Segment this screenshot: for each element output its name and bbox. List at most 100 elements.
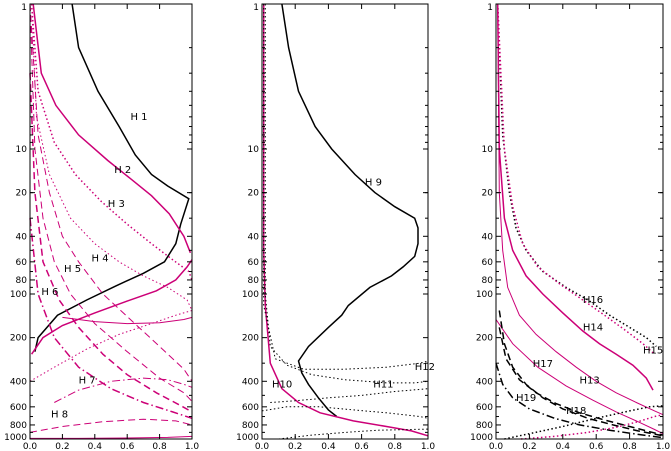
y-tick-label: 1000 xyxy=(470,433,493,443)
y-tick-label: 800 xyxy=(476,421,493,431)
y-tick-label: 80 xyxy=(248,276,260,286)
series-line-unlabeled-8 xyxy=(30,259,193,355)
y-tick-label: 200 xyxy=(476,334,493,344)
curve-label: H 8 xyxy=(51,410,68,421)
series-line-h3 xyxy=(30,3,193,281)
series-line-h6 xyxy=(29,3,193,402)
curve-label: H13 xyxy=(580,376,600,387)
series-line-h19 xyxy=(495,362,664,439)
series-line-unlabeled-4 xyxy=(270,388,429,403)
x-tick-label: 0.6 xyxy=(354,442,369,451)
series-line-h18 xyxy=(504,405,664,440)
y-tick-label: 40 xyxy=(248,232,260,242)
series-line-h9 xyxy=(281,3,419,418)
series-line-unlabeled-1 xyxy=(496,3,656,355)
series-line-h14 xyxy=(496,3,654,391)
curve-label: H 2 xyxy=(114,165,131,176)
x-tick-label: 1.0 xyxy=(656,442,671,451)
y-tick-label: 60 xyxy=(482,258,494,268)
series-line-h11 xyxy=(264,4,429,384)
plot-frame xyxy=(495,3,664,440)
curve-label: H10 xyxy=(272,379,292,390)
y-tick-label: 100 xyxy=(242,290,259,300)
y-tick-label: 800 xyxy=(242,421,259,431)
curve-label: H15 xyxy=(643,345,663,356)
y-tick-label: 80 xyxy=(482,276,494,286)
y-tick-label: 1000 xyxy=(236,433,259,443)
curve-label: H11 xyxy=(373,379,393,390)
x-tick-label: 0.8 xyxy=(152,442,167,451)
plot-frame xyxy=(29,3,193,440)
y-tick-label: 40 xyxy=(16,232,28,242)
curve-label: H 1 xyxy=(130,112,147,123)
curve-label: H19 xyxy=(516,393,536,404)
curve-label: H18 xyxy=(566,406,586,417)
series-line-h5 xyxy=(29,3,193,382)
y-tick-label: 200 xyxy=(242,334,259,344)
curve-label: H 7 xyxy=(79,376,96,387)
y-tick-label: 1 xyxy=(487,3,493,13)
curve-label: H 4 xyxy=(92,254,109,265)
series-line-h13 xyxy=(495,319,664,435)
y-tick-label: 100 xyxy=(10,290,27,300)
y-tick-label: 10 xyxy=(248,145,260,155)
curve-label: H 5 xyxy=(64,264,81,275)
y-tick-label: 10 xyxy=(482,145,494,155)
y-tick-label: 100 xyxy=(476,290,493,300)
x-tick-label: 0.8 xyxy=(622,442,637,451)
series-line-h8 xyxy=(29,218,193,420)
series-line-unlabeled-12 xyxy=(29,418,193,433)
y-tick-label: 800 xyxy=(10,421,27,431)
y-tick-label: 20 xyxy=(248,189,260,199)
y-tick-label: 600 xyxy=(10,403,27,413)
x-tick-label: 0.0 xyxy=(23,442,38,451)
x-tick-label: 0.2 xyxy=(55,442,69,451)
series-line-h4 xyxy=(31,3,193,311)
series-line-h2 xyxy=(32,3,192,254)
y-tick-label: 600 xyxy=(242,403,259,413)
y-tick-label: 1 xyxy=(253,3,259,13)
y-tick-label: 40 xyxy=(482,232,494,242)
x-tick-label: 0.4 xyxy=(556,442,571,451)
y-tick-label: 10 xyxy=(16,145,28,155)
curve-label: H 9 xyxy=(365,177,382,188)
curve-label: H14 xyxy=(583,322,603,333)
series-line-h10 xyxy=(262,4,429,437)
series-line-unlabeled-6 xyxy=(498,327,664,436)
x-tick-label: 0.4 xyxy=(321,442,336,451)
x-tick-label: 1.0 xyxy=(185,442,200,451)
series-line-h7 xyxy=(29,73,193,413)
series-line-unlabeled-10 xyxy=(29,310,193,382)
x-tick-label: 0.0 xyxy=(255,442,270,451)
y-tick-label: 80 xyxy=(16,276,28,286)
y-tick-label: 1 xyxy=(21,3,27,13)
y-tick-label: 60 xyxy=(248,258,260,268)
y-tick-label: 400 xyxy=(476,377,493,387)
series-line-h17 xyxy=(498,310,664,437)
curve-label: H17 xyxy=(533,359,553,370)
series-line-h1 xyxy=(34,3,190,352)
series-line-h12 xyxy=(263,4,429,370)
x-tick-label: 1.0 xyxy=(421,442,436,451)
y-tick-label: 60 xyxy=(16,258,28,268)
series-line-unlabeled-9 xyxy=(62,316,193,325)
series-line-h15 xyxy=(497,3,664,416)
curve-label: H12 xyxy=(415,362,435,373)
y-tick-label: 600 xyxy=(476,403,493,413)
series-line-unlabeled-5 xyxy=(261,406,429,419)
series-line-unlabeled-11 xyxy=(54,377,193,403)
x-tick-label: 0.2 xyxy=(522,442,536,451)
y-tick-label: 200 xyxy=(10,334,27,344)
x-tick-label: 0.2 xyxy=(288,442,302,451)
curve-label: H 3 xyxy=(108,199,125,210)
y-tick-label: 1000 xyxy=(4,433,27,443)
x-tick-label: 0.8 xyxy=(388,442,403,451)
x-tick-label: 0.4 xyxy=(88,442,103,451)
curve-label: H16 xyxy=(583,295,603,306)
y-tick-label: 20 xyxy=(16,189,28,199)
x-tick-label: 0.6 xyxy=(589,442,604,451)
y-tick-label: 400 xyxy=(242,377,259,387)
